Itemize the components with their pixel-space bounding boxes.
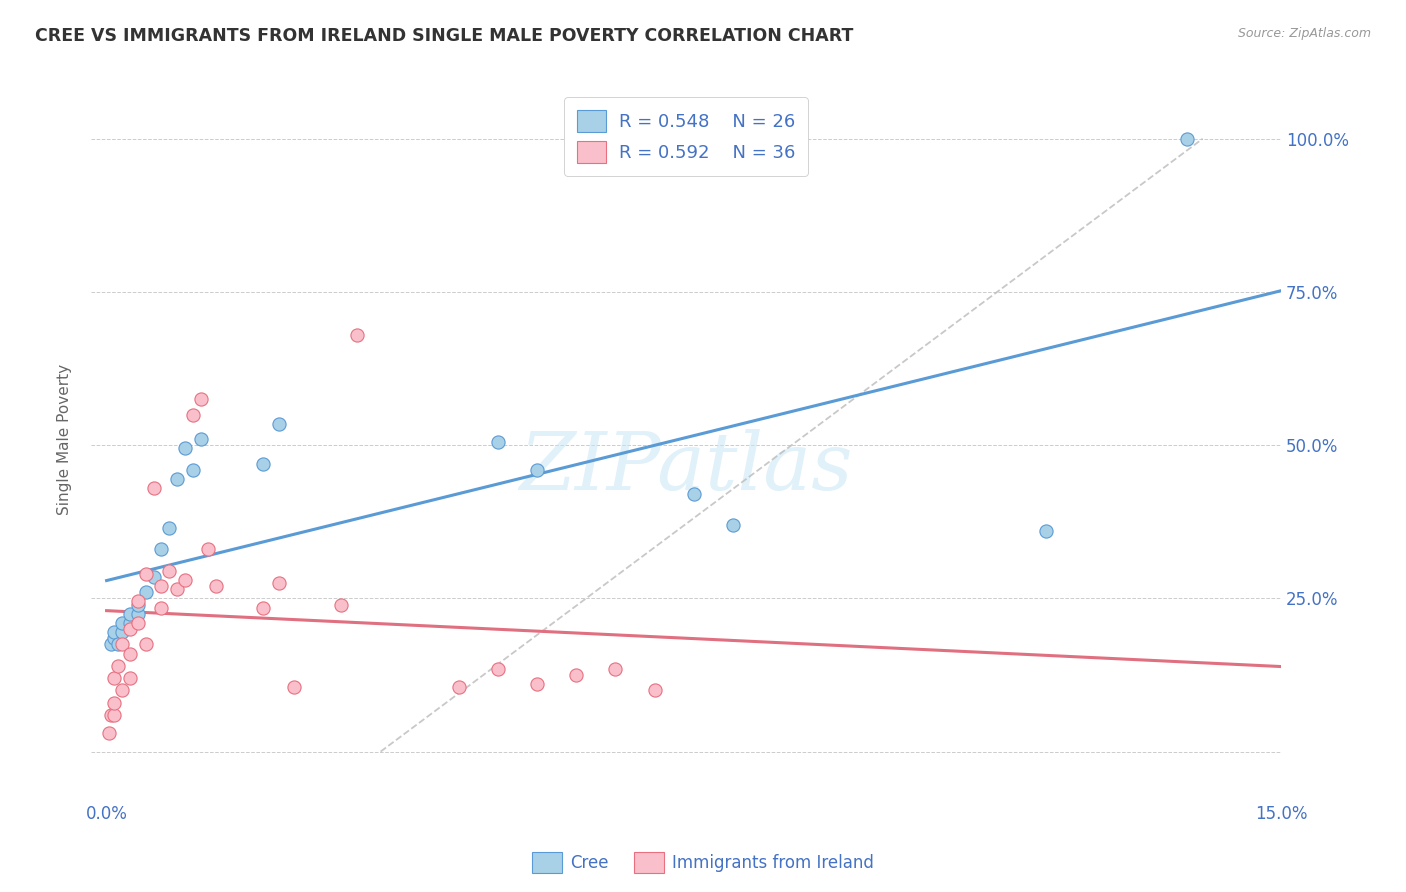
Point bbox=[120, 671, 142, 685]
Point bbox=[103, 631, 125, 645]
Point bbox=[644, 683, 666, 698]
Point bbox=[173, 441, 195, 455]
Point bbox=[111, 625, 134, 640]
Point bbox=[103, 707, 125, 722]
Point bbox=[150, 579, 173, 593]
Text: CREE VS IMMIGRANTS FROM IRELAND SINGLE MALE POVERTY CORRELATION CHART: CREE VS IMMIGRANTS FROM IRELAND SINGLE M… bbox=[35, 27, 853, 45]
Point bbox=[197, 542, 219, 557]
Point bbox=[190, 392, 212, 407]
Point bbox=[127, 598, 149, 612]
Point bbox=[135, 637, 157, 651]
Point bbox=[605, 662, 627, 676]
Point bbox=[721, 517, 744, 532]
Point bbox=[682, 487, 704, 501]
Legend: R = 0.548    N = 26, R = 0.592    N = 36: R = 0.548 N = 26, R = 0.592 N = 36 bbox=[564, 97, 807, 176]
Point bbox=[135, 566, 157, 581]
Point bbox=[526, 463, 548, 477]
Point bbox=[330, 598, 353, 612]
Point bbox=[173, 573, 195, 587]
Point bbox=[150, 542, 173, 557]
Point bbox=[111, 615, 134, 630]
Point bbox=[97, 726, 120, 740]
Point bbox=[565, 668, 588, 682]
Point bbox=[127, 607, 149, 621]
Point bbox=[190, 432, 212, 446]
Point bbox=[181, 408, 204, 422]
Point bbox=[135, 585, 157, 599]
Point bbox=[1035, 524, 1057, 538]
Point bbox=[103, 625, 125, 640]
Point bbox=[283, 680, 305, 694]
Point bbox=[267, 417, 290, 431]
Point bbox=[157, 564, 180, 578]
Point bbox=[267, 576, 290, 591]
Point bbox=[447, 680, 470, 694]
Point bbox=[526, 677, 548, 691]
Point bbox=[150, 600, 173, 615]
Point bbox=[111, 683, 134, 698]
Point bbox=[252, 457, 274, 471]
Point bbox=[157, 521, 180, 535]
Point bbox=[166, 582, 188, 597]
Point bbox=[127, 594, 149, 608]
Point bbox=[120, 622, 142, 636]
Point bbox=[107, 658, 129, 673]
Point bbox=[166, 472, 188, 486]
Legend: Cree, Immigrants from Ireland: Cree, Immigrants from Ireland bbox=[526, 846, 880, 880]
Point bbox=[142, 481, 165, 495]
Point bbox=[486, 435, 509, 450]
Text: ZIPatlas: ZIPatlas bbox=[519, 429, 852, 507]
Point bbox=[107, 637, 129, 651]
Point bbox=[111, 637, 134, 651]
Point bbox=[1175, 132, 1198, 146]
Point bbox=[252, 600, 274, 615]
Point bbox=[103, 696, 125, 710]
Point bbox=[142, 570, 165, 584]
Point bbox=[346, 327, 368, 342]
Point bbox=[205, 579, 228, 593]
Point bbox=[486, 662, 509, 676]
Point bbox=[127, 615, 149, 630]
Point bbox=[181, 463, 204, 477]
Y-axis label: Single Male Poverty: Single Male Poverty bbox=[58, 363, 72, 515]
Point bbox=[100, 637, 122, 651]
Point bbox=[120, 607, 142, 621]
Point bbox=[103, 671, 125, 685]
Point bbox=[100, 707, 122, 722]
Point bbox=[120, 647, 142, 661]
Point bbox=[120, 615, 142, 630]
Text: Source: ZipAtlas.com: Source: ZipAtlas.com bbox=[1237, 27, 1371, 40]
